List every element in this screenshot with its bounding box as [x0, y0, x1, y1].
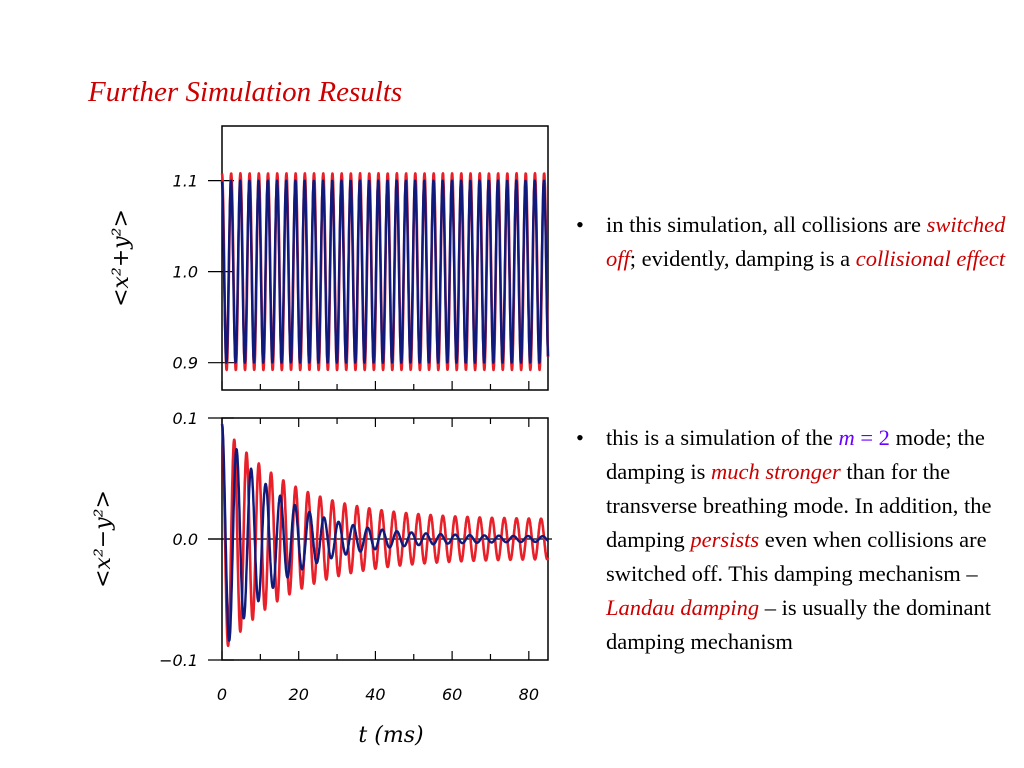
bullet-marker: • [576, 425, 584, 450]
bullet-run: – is usually the dominant damping mechan… [606, 595, 991, 654]
y-tick-label: 0.1 [173, 409, 198, 428]
bullet-run: than for the transverse breathing mode. … [606, 459, 992, 552]
bullet-run: even when collisions are switched off. T… [606, 527, 987, 586]
slide-title: Further Simulation Results [88, 76, 403, 108]
x-axis-title: t (ms) [358, 723, 423, 748]
bullet-run: switched off [606, 212, 1006, 271]
bullet-text: this is a simulation of the m = 2 mode; … [606, 421, 1006, 659]
y-tick-label: 1.1 [173, 172, 198, 191]
bullet-run: ; evidently, damping is a [629, 246, 856, 271]
bullet-collisions: • in this simulation, all collisions are… [576, 208, 1006, 276]
bullet-text: in this simulation, all collisions are s… [606, 208, 1006, 276]
breathing-mode-panel: 0.9 1.0 1.1 <x²+y²> [109, 125, 550, 391]
bullet-marker: • [576, 212, 584, 237]
x-tick-label: 80 [519, 685, 539, 704]
y-tick-label: 0.0 [173, 530, 198, 549]
bullet-run: Landau damping [606, 595, 760, 620]
bullet-run: m [838, 425, 855, 450]
x-tick-label: 0 [217, 685, 227, 704]
y-axis-title: <x²−y²> [91, 490, 116, 588]
series-line-blue [220, 423, 549, 642]
bullet-run: in this simulation, all collisions are [606, 212, 927, 237]
x-tick-label: 40 [365, 685, 385, 704]
bullet-run: = 2 [854, 425, 890, 450]
bullet-landau-damping: • this is a simulation of the m = 2 mode… [576, 421, 1006, 659]
quadrupole-mode-panel: −0.1 0.0 0.1 <x²−y²> 0 20 40 60 80 t (ms) [91, 409, 552, 748]
bullet-run: this is a simulation of the [606, 425, 839, 450]
y-tick-label: −0.1 [159, 651, 198, 670]
bullet-run: much stronger [711, 459, 841, 484]
y-tick-label: 1.0 [173, 263, 198, 282]
simulation-plots: 0.9 1.0 1.1 <x²+y²> −0.1 0.0 0.1 <x²−y²> 0 20 40 6… [91, 125, 552, 748]
bullet-run: mode; the damping is [606, 425, 985, 484]
y-tick-label: 0.9 [173, 354, 198, 373]
plot-frame [221, 125, 549, 391]
x-tick-label: 60 [442, 685, 462, 704]
bullet-run: collisional effect [855, 246, 1006, 271]
series-line-red [220, 423, 550, 648]
series-line-blue [220, 179, 550, 364]
y-axis-title: <x²+y²> [109, 209, 134, 307]
bullet-run: persists [690, 527, 760, 552]
x-tick-label: 20 [289, 685, 309, 704]
